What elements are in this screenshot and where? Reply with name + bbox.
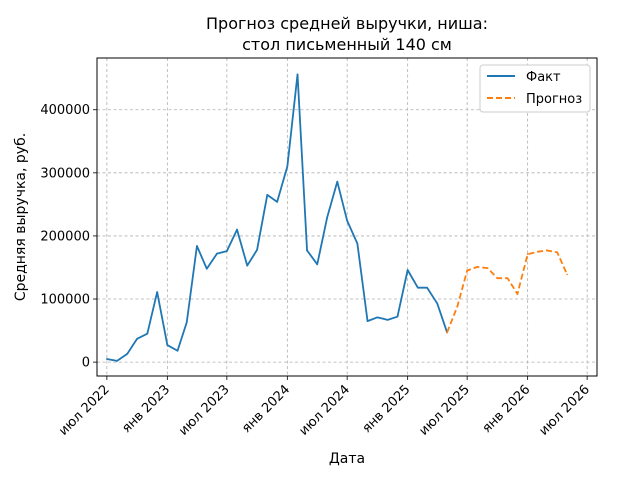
series-line-fact: [106, 73, 448, 362]
fact-point: [226, 250, 228, 252]
y-tick-label: 200000: [40, 229, 90, 244]
forecast-point: [556, 251, 559, 254]
fact-point: [376, 316, 379, 319]
fact-point: [436, 302, 439, 305]
forecast-point: [516, 293, 519, 295]
y-tick-label: 0: [82, 356, 90, 371]
fact-point: [205, 267, 208, 270]
fact-point: [146, 332, 149, 335]
legend-forecast-label: Прогноз: [526, 92, 582, 107]
fact-point: [326, 216, 328, 219]
x-tick-label: янв 2025: [360, 382, 414, 436]
forecast-point: [506, 277, 509, 280]
fact-point: [417, 286, 419, 289]
fact-point: [356, 242, 359, 245]
forecast-point: [486, 267, 489, 269]
fact-point: [256, 249, 258, 251]
y-axis-label: Средняя выручка, руб.: [13, 133, 29, 301]
fact-point: [336, 180, 339, 183]
fact-point: [246, 264, 249, 267]
fact-point: [266, 194, 269, 196]
forecast-point: [446, 331, 448, 334]
chart-title-line-1: Прогноз средней выручки, ниша:: [206, 14, 488, 33]
series-lines: [106, 73, 568, 362]
fact-point: [185, 321, 188, 324]
forecast-point: [496, 277, 499, 280]
fact-point: [286, 165, 289, 168]
x-tick-label: янв 2026: [480, 382, 534, 436]
forecast-point: [566, 273, 568, 276]
y-tick-label: 300000: [40, 166, 90, 181]
fact-point: [276, 201, 278, 203]
x-tick-label: июл 2024: [296, 382, 353, 439]
forecast-point: [456, 305, 459, 308]
fact-point: [116, 360, 118, 362]
fact-point: [156, 291, 158, 293]
x-tick-label: июл 2023: [176, 382, 233, 439]
fact-point: [196, 245, 198, 247]
chart-title-line-2: стол письменный 140 см: [242, 35, 452, 54]
fact-point: [166, 344, 169, 346]
x-axis-ticks: июл 2022 янв 2023 июл 2023 янв 2024 июл 2024…: [56, 376, 593, 439]
fact-point: [136, 337, 138, 340]
y-axis-ticks: 0 100000 200000 300000 400000: [40, 103, 97, 371]
fact-point: [126, 353, 129, 355]
fact-point: [236, 228, 238, 231]
series-line-forecast: [446, 249, 568, 333]
y-tick-label: 100000: [40, 293, 90, 308]
forecast-point: [526, 253, 529, 256]
fact-point: [426, 286, 428, 289]
fact-point: [396, 315, 399, 318]
y-tick-label: 400000: [40, 103, 90, 118]
fact-point: [386, 319, 389, 321]
forecast-point: [537, 250, 539, 253]
fact-point: [346, 219, 348, 222]
x-tick-label: янв 2023: [119, 382, 173, 436]
fact-point: [216, 252, 218, 255]
fact-point: [106, 358, 108, 360]
forecast-point: [466, 269, 468, 272]
x-tick-label: янв 2024: [239, 382, 293, 436]
x-axis-label: Дата: [329, 451, 365, 467]
legend-fact-label: Факт: [526, 70, 561, 85]
fact-point: [406, 269, 409, 271]
forecast-point: [546, 249, 548, 252]
forecast-point: [476, 266, 479, 268]
grid-lines: [97, 58, 597, 376]
legend: Факт Прогноз: [479, 64, 591, 113]
x-tick-label: июл 2026: [536, 382, 593, 439]
fact-point: [316, 263, 319, 266]
x-tick-label: июл 2022: [56, 382, 113, 439]
fact-point: [296, 73, 299, 76]
x-tick-label: июл 2025: [416, 382, 473, 439]
fact-point: [366, 320, 369, 322]
fact-point: [306, 249, 308, 252]
fact-point: [176, 349, 179, 352]
